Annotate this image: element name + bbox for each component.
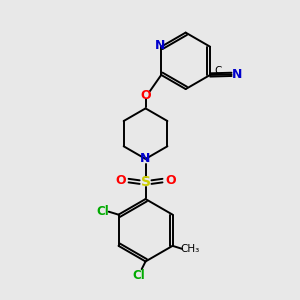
Text: N: N xyxy=(232,68,242,81)
Text: O: O xyxy=(166,174,176,187)
Text: Cl: Cl xyxy=(132,269,145,282)
Text: CH₃: CH₃ xyxy=(180,244,200,254)
Text: O: O xyxy=(115,174,126,187)
Text: C: C xyxy=(215,66,222,76)
Text: Cl: Cl xyxy=(96,205,109,218)
Text: N: N xyxy=(154,39,165,52)
Text: O: O xyxy=(140,88,151,101)
Text: S: S xyxy=(140,175,151,189)
Text: N: N xyxy=(140,152,151,165)
